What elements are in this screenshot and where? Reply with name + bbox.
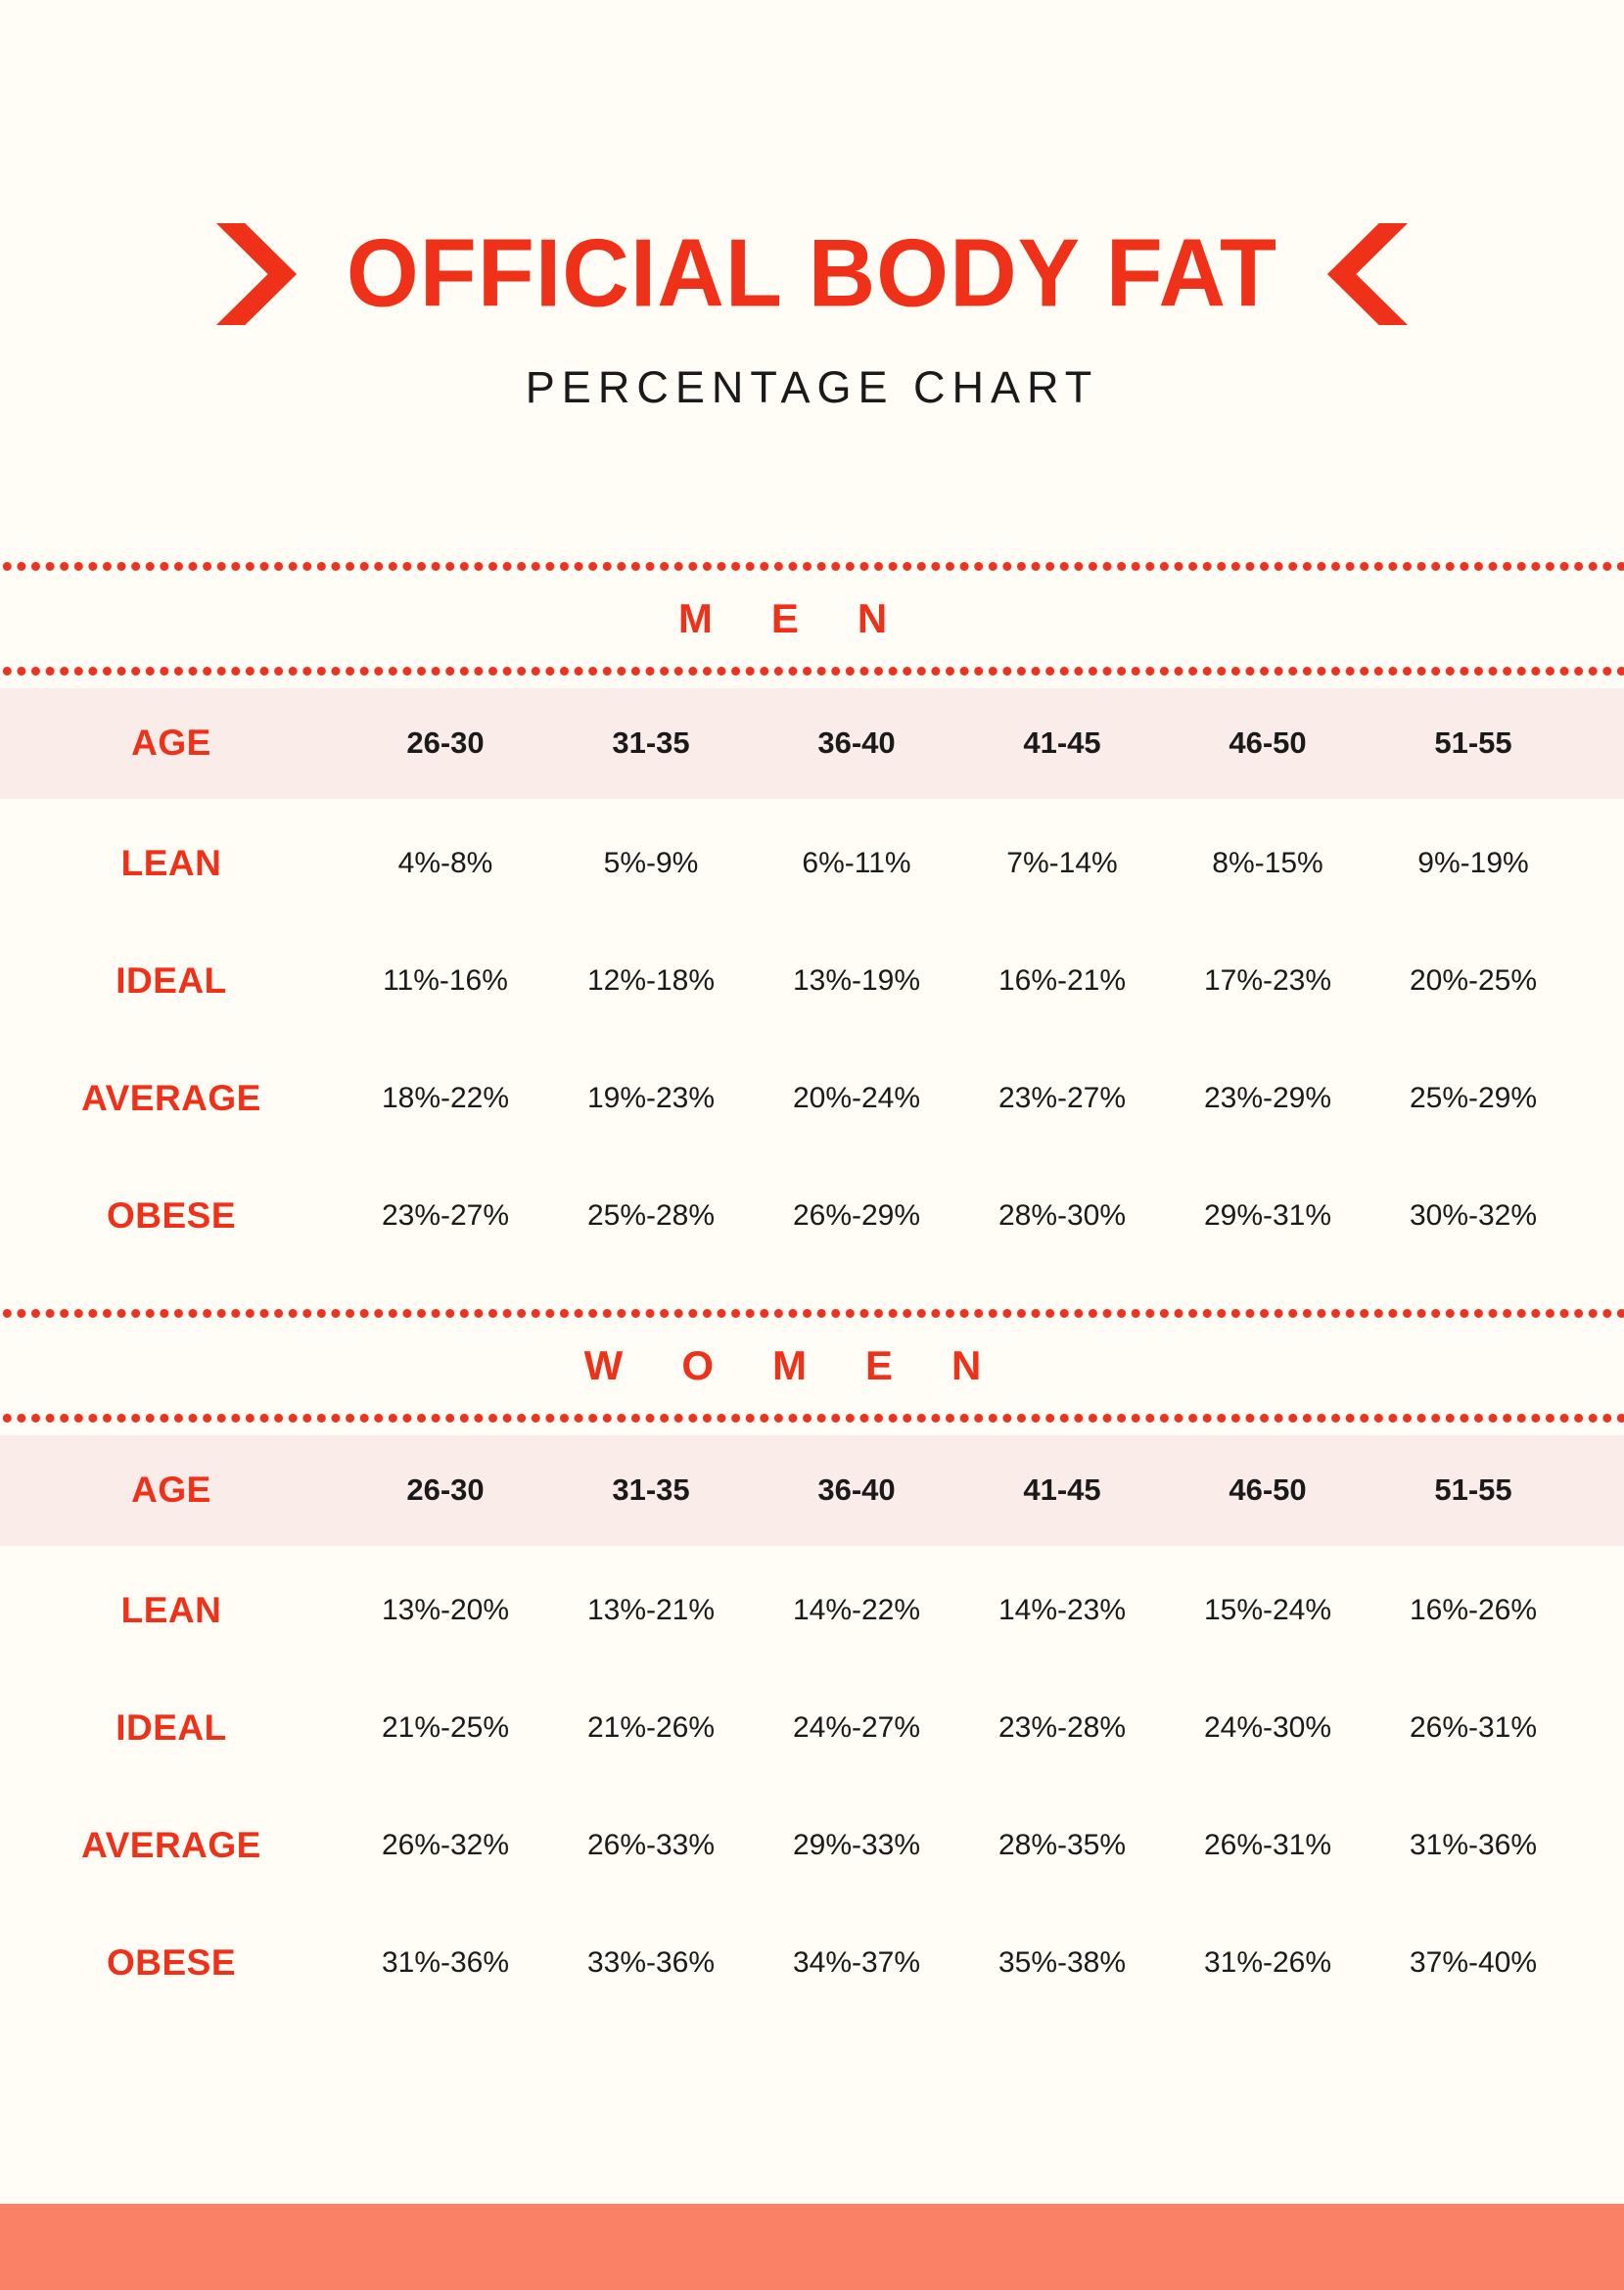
value-cell: 33%-36% [586, 1945, 716, 1979]
men-age-header-row: AGE 26-30 31-35 36-40 41-45 46-50 51-55 [0, 687, 1624, 799]
value-cell: 23%-27% [998, 1081, 1127, 1114]
women-age-col: 51-55 [1434, 1472, 1512, 1507]
value-cell: 15%-24% [1203, 1593, 1332, 1626]
value-cell: 30%-32% [1409, 1198, 1538, 1232]
value-cell: 26%-31% [1203, 1828, 1332, 1861]
men-section-title: MEN [677, 594, 947, 641]
value-cell: 25%-28% [586, 1198, 716, 1232]
row-label-average: AVERAGE [81, 1824, 261, 1865]
value-cell: 26%-32% [381, 1828, 510, 1861]
women-ideal-row: IDEAL 21%-25% 21%-26% 24%-27% 23%-28% 24… [0, 1669, 1624, 1787]
value-cell: 29%-33% [792, 1828, 921, 1861]
value-cell: 13%-19% [792, 963, 921, 997]
dotted-divider [0, 560, 1624, 572]
men-age-col: 31-35 [612, 725, 690, 760]
women-age-col: 31-35 [612, 1472, 690, 1507]
women-section: WOMEN AGE 26-30 31-35 36-40 41-45 46-50 … [0, 1307, 1624, 2022]
women-age-col: 36-40 [817, 1472, 896, 1507]
men-lean-row: LEAN 4%-8% 5%-9% 6%-11% 7%-14% 8%-15% 9%… [0, 805, 1624, 922]
value-cell: 8%-15% [1212, 846, 1323, 879]
men-age-col: 41-45 [1023, 725, 1101, 760]
value-cell: 29%-31% [1203, 1198, 1332, 1232]
women-section-title: WOMEN [583, 1341, 1041, 1388]
value-cell: 4%-8% [397, 846, 493, 879]
row-label-ideal: IDEAL [116, 959, 227, 1001]
footer-bar [0, 2204, 1624, 2290]
page-header: OFFICIAL BODY FAT PERCENTAGE CHART [0, 217, 1624, 412]
men-age-col: 46-50 [1229, 725, 1307, 760]
value-cell: 18%-22% [381, 1081, 510, 1114]
row-label-ideal: IDEAL [116, 1706, 227, 1748]
value-cell: 9%-19% [1417, 846, 1529, 879]
women-age-col: 41-45 [1023, 1472, 1101, 1507]
value-cell: 20%-24% [792, 1081, 921, 1114]
women-lean-row: LEAN 13%-20% 13%-21% 14%-22% 14%-23% 15%… [0, 1552, 1624, 1669]
chevron-left-icon [1324, 222, 1411, 325]
value-cell: 14%-22% [792, 1593, 921, 1626]
value-cell: 26%-29% [792, 1198, 921, 1232]
row-label-lean: LEAN [120, 1589, 222, 1630]
value-cell: 25%-29% [1409, 1081, 1538, 1114]
value-cell: 14%-23% [998, 1593, 1127, 1626]
value-cell: 35%-38% [998, 1945, 1127, 1979]
dotted-divider [0, 665, 1624, 677]
value-cell: 31%-26% [1203, 1945, 1332, 1979]
title-row: OFFICIAL BODY FAT [0, 217, 1624, 330]
value-cell: 34%-37% [792, 1945, 921, 1979]
women-average-row: AVERAGE 26%-32% 26%-33% 29%-33% 28%-35% … [0, 1787, 1624, 1904]
men-age-label: AGE [131, 723, 211, 763]
value-cell: 23%-28% [998, 1710, 1127, 1744]
women-age-label: AGE [131, 1470, 211, 1510]
row-label-obese: OBESE [106, 1194, 237, 1236]
value-cell: 24%-30% [1203, 1710, 1332, 1744]
value-cell: 16%-26% [1409, 1593, 1538, 1626]
women-age-col: 26-30 [406, 1472, 485, 1507]
value-cell: 28%-30% [998, 1198, 1127, 1232]
men-age-col: 26-30 [406, 725, 485, 760]
value-cell: 21%-25% [381, 1710, 510, 1744]
value-cell: 13%-20% [381, 1593, 510, 1626]
row-label-obese: OBESE [106, 1941, 237, 1983]
value-cell: 13%-21% [586, 1593, 716, 1626]
value-cell: 16%-21% [998, 963, 1127, 997]
row-label-lean: LEAN [120, 842, 222, 883]
women-age-header-row: AGE 26-30 31-35 36-40 41-45 46-50 51-55 [0, 1434, 1624, 1546]
chevron-right-icon [213, 222, 300, 325]
value-cell: 31%-36% [381, 1945, 510, 1979]
value-cell: 23%-29% [1203, 1081, 1332, 1114]
value-cell: 12%-18% [586, 963, 716, 997]
men-age-col: 51-55 [1434, 725, 1512, 760]
dotted-divider [0, 1412, 1624, 1424]
women-age-col: 46-50 [1229, 1472, 1307, 1507]
men-age-col: 36-40 [817, 725, 896, 760]
men-section: MEN AGE 26-30 31-35 36-40 41-45 46-50 51… [0, 560, 1624, 1275]
value-cell: 19%-23% [586, 1081, 716, 1114]
value-cell: 7%-14% [1006, 846, 1118, 879]
value-cell: 26%-31% [1409, 1710, 1538, 1744]
value-cell: 5%-9% [603, 846, 699, 879]
page-subtitle: PERCENTAGE CHART [525, 362, 1099, 412]
dotted-divider [0, 1307, 1624, 1319]
page-title: OFFICIAL BODY FAT [346, 218, 1278, 328]
value-cell: 6%-11% [802, 846, 911, 879]
value-cell: 21%-26% [586, 1710, 716, 1744]
value-cell: 24%-27% [792, 1710, 921, 1744]
row-label-average: AVERAGE [81, 1077, 261, 1118]
value-cell: 31%-36% [1409, 1828, 1538, 1861]
value-cell: 11%-16% [383, 963, 508, 997]
value-cell: 20%-25% [1409, 963, 1538, 997]
value-cell: 23%-27% [381, 1198, 510, 1232]
men-ideal-row: IDEAL 11%-16% 12%-18% 13%-19% 16%-21% 17… [0, 922, 1624, 1040]
value-cell: 37%-40% [1409, 1945, 1538, 1979]
value-cell: 28%-35% [998, 1828, 1127, 1861]
men-obese-row: OBESE 23%-27% 25%-28% 26%-29% 28%-30% 29… [0, 1157, 1624, 1275]
women-obese-row: OBESE 31%-36% 33%-36% 34%-37% 35%-38% 31… [0, 1904, 1624, 2022]
value-cell: 26%-33% [586, 1828, 716, 1861]
value-cell: 17%-23% [1203, 963, 1332, 997]
men-average-row: AVERAGE 18%-22% 19%-23% 20%-24% 23%-27% … [0, 1040, 1624, 1157]
